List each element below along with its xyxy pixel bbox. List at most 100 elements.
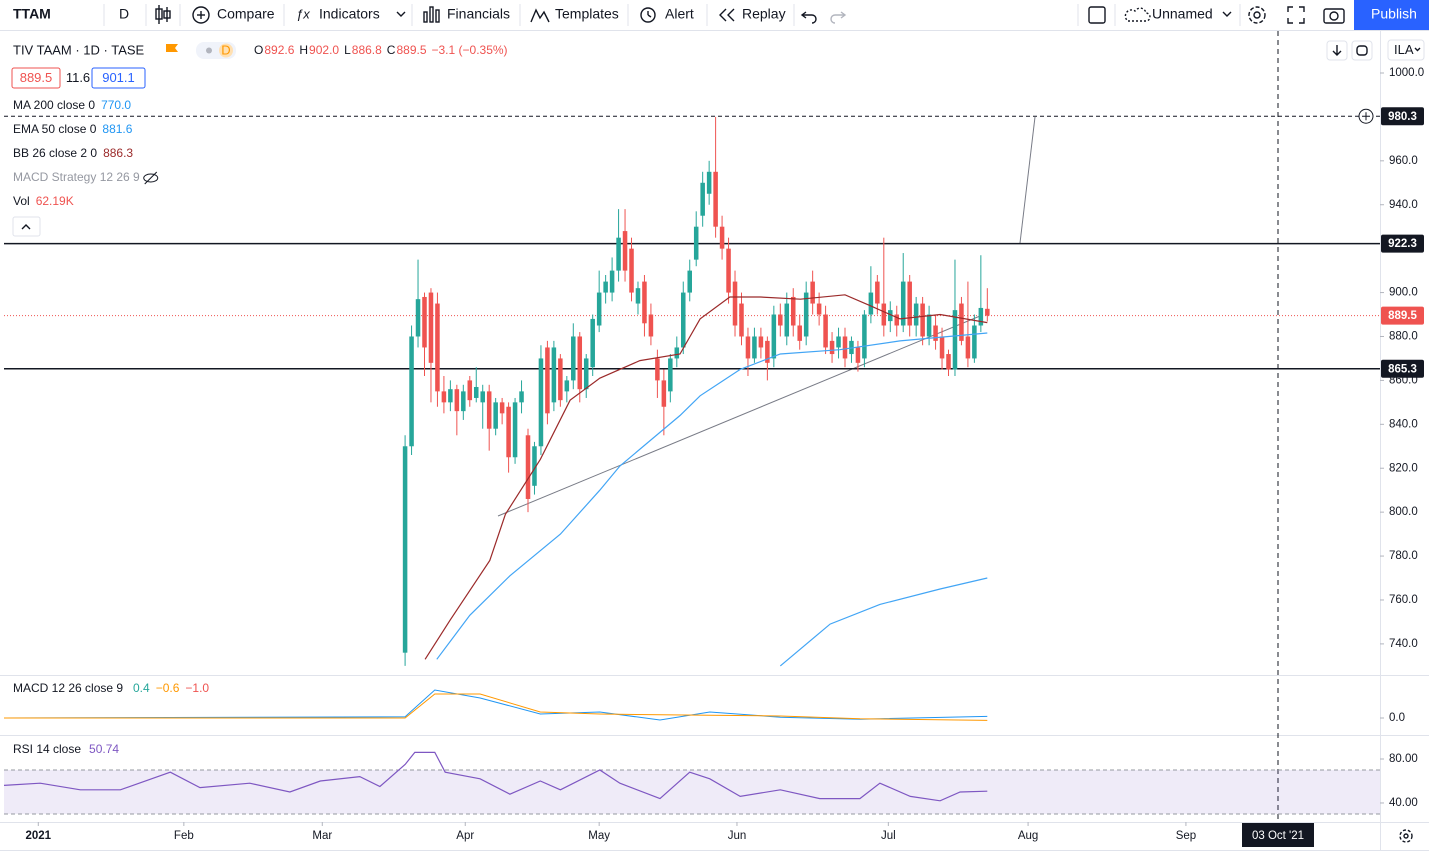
candle-body <box>655 358 660 381</box>
candle-body <box>778 314 783 326</box>
dropdown-arrow[interactable] <box>1222 11 1232 17</box>
candle-body <box>784 303 790 337</box>
candle-body <box>700 182 705 216</box>
ohlc-value: 889.5 <box>396 43 426 57</box>
flag-icon[interactable] <box>166 44 178 52</box>
templates-button[interactable]: Templates <box>555 6 619 22</box>
financials-icon[interactable] <box>423 6 440 23</box>
candle-body <box>681 292 686 348</box>
layout-icon[interactable] <box>1088 6 1106 24</box>
candle-body <box>790 296 796 326</box>
ohlc-label: C <box>387 43 396 57</box>
compare-button[interactable]: Compare <box>217 6 275 22</box>
candle-body <box>596 292 602 326</box>
candle-body <box>765 340 770 363</box>
candle-body <box>558 358 563 401</box>
candle-body <box>823 314 828 348</box>
candle-body <box>622 231 628 271</box>
y-tick-label: 740.0 <box>1389 638 1418 650</box>
price-change: −3.1 (−0.35%) <box>432 43 508 57</box>
reset-icon[interactable] <box>1356 45 1368 56</box>
fullscreen-icon[interactable] <box>1287 6 1305 24</box>
reset-button[interactable] <box>1351 40 1373 61</box>
chart-type-icon[interactable] <box>155 5 171 24</box>
candle-body <box>719 226 725 249</box>
candle-body <box>525 435 531 499</box>
candle-body <box>583 358 589 390</box>
candle-body <box>920 303 925 337</box>
redo-icon[interactable] <box>830 11 847 24</box>
candle-body <box>642 281 647 324</box>
candle-body <box>732 281 738 326</box>
candle-body <box>881 303 887 326</box>
price-label-bg <box>1381 306 1424 325</box>
y-tick-label: 80.00 <box>1389 753 1418 765</box>
candle-body <box>810 281 815 304</box>
templates-icon[interactable] <box>530 8 550 23</box>
candle-body <box>512 402 518 458</box>
candle-body <box>402 446 408 653</box>
currency-button[interactable] <box>1387 39 1425 61</box>
y-tick-label: 820.0 <box>1389 462 1418 474</box>
candle-body <box>493 402 498 429</box>
x-tick-label: Sep <box>1176 830 1196 842</box>
add-alert-icon <box>1362 112 1370 121</box>
snapshot-icon[interactable] <box>1323 8 1345 24</box>
candle-body <box>461 391 466 412</box>
indicators-button[interactable]: Indicators <box>319 6 380 22</box>
publish-label[interactable]: Publish <box>1371 6 1417 22</box>
scroll-icon[interactable] <box>1332 45 1342 56</box>
replay-icon[interactable] <box>719 8 735 22</box>
hidden-icon[interactable] <box>143 173 159 183</box>
y-tick-label: 900.0 <box>1389 287 1418 299</box>
candle-body <box>913 303 919 326</box>
publish-button[interactable] <box>1354 0 1429 30</box>
candle-body <box>674 347 680 359</box>
layout-name[interactable]: Unnamed <box>1152 6 1213 22</box>
compare-icon[interactable] <box>192 6 210 24</box>
candle-body <box>448 389 453 403</box>
candle-body <box>571 336 576 381</box>
alert-icon[interactable] <box>640 7 656 23</box>
dropdown-arrow[interactable] <box>1414 47 1421 52</box>
symbol[interactable]: TTAM <box>13 6 51 22</box>
interval[interactable]: D <box>119 6 129 22</box>
crosshair-label: 03 Oct '21 <box>1252 830 1304 842</box>
currency[interactable]: ILA <box>1394 42 1414 57</box>
dropdown-arrow[interactable] <box>396 11 406 17</box>
badge-dot <box>206 47 212 54</box>
ask-box <box>91 67 146 89</box>
candle-body <box>836 336 841 348</box>
candle-body <box>816 303 822 315</box>
y-tick-label: 940.0 <box>1389 199 1418 211</box>
trend-line[interactable] <box>497 315 981 517</box>
trend-line[interactable] <box>1019 116 1036 244</box>
candle-body <box>855 347 861 363</box>
candle-body <box>687 270 692 293</box>
candle-body <box>473 386 479 398</box>
undo-icon[interactable] <box>800 11 817 24</box>
pane-value: 50.74 <box>89 742 119 756</box>
replay-button[interactable]: Replay <box>742 6 786 22</box>
financials-button[interactable]: Financials <box>447 6 510 22</box>
candle-body <box>959 303 964 341</box>
indicators-icon[interactable]: ƒx <box>296 6 310 21</box>
candle-body <box>829 340 835 355</box>
y-tick-label: 1000.0 <box>1389 67 1424 79</box>
collapse-icon[interactable] <box>21 224 31 230</box>
candle-body <box>499 402 505 414</box>
pane-title: MACD 12 26 close 9 <box>13 681 123 695</box>
collapse-button[interactable] <box>12 216 41 237</box>
alert-button[interactable]: Alert <box>665 6 694 22</box>
spread: 11.6 <box>66 70 90 85</box>
candle-body <box>894 314 900 326</box>
candle-body <box>564 380 570 392</box>
candle-body <box>752 336 757 359</box>
settings-icon[interactable] <box>1399 829 1413 843</box>
y-tick-label: 800.0 <box>1389 506 1418 518</box>
pane-title: RSI 14 close <box>13 742 81 756</box>
candle-body <box>693 226 699 260</box>
ohlc-row: O 892.6 H 902.0 L 886.8 C 889.5 −3.1 (−0.35%) <box>254 43 508 57</box>
settings-icon[interactable] <box>1248 6 1266 24</box>
